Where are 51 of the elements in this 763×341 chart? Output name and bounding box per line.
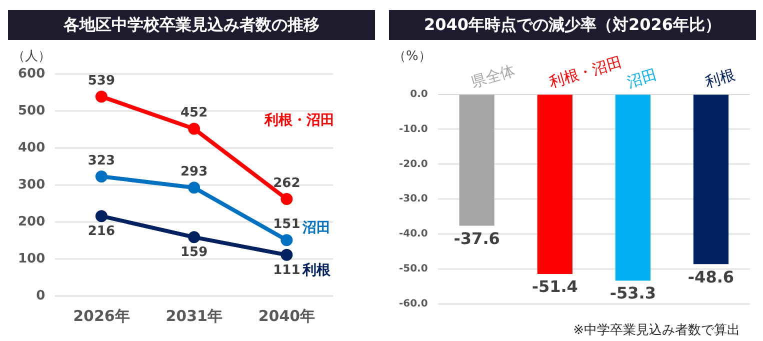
y-tick-label: 0: [36, 288, 46, 304]
series-label: 沼田: [302, 220, 331, 236]
data-label: 539: [88, 73, 116, 88]
point: [188, 182, 200, 194]
x-tick-label: 県全体: [468, 61, 518, 92]
y-axis-title: （%）: [393, 48, 432, 64]
point: [95, 90, 108, 103]
data-label: 159: [180, 245, 208, 260]
chart-title: 2040年時点での減少率（対2026年比）: [389, 10, 756, 40]
data-label: 216: [88, 224, 116, 239]
data-label: -53.3: [610, 284, 656, 303]
point: [188, 231, 200, 244]
x-tick-label: 2040年: [258, 306, 316, 325]
data-label: 151: [273, 217, 300, 232]
point: [95, 210, 108, 222]
point: [280, 193, 293, 206]
series-label: 利根: [302, 262, 332, 279]
point: [188, 122, 200, 135]
data-label: 452: [180, 106, 208, 121]
point: [280, 234, 293, 246]
data-label: 293: [180, 164, 208, 180]
x-tick-label: 2026年: [73, 306, 130, 325]
y-tick-label: -30.0: [398, 194, 428, 205]
y-tick-label: 400: [18, 140, 46, 156]
data-label: -51.4: [532, 277, 578, 296]
text: 利根・沼田: [264, 112, 335, 129]
chart-title: 各地区中学校卒業見込み者数の推移: [8, 10, 375, 40]
y-tick-label: 100: [18, 251, 46, 266]
data-label: 262: [273, 176, 300, 191]
x-tick-label: 沼田: [625, 66, 659, 92]
data-label: 323: [88, 153, 116, 168]
x-tick-label: 利根・沼田: [547, 52, 624, 92]
y-tick-label: 200: [18, 214, 46, 230]
data-label: -48.6: [688, 267, 734, 286]
data-label: 111: [273, 262, 300, 278]
y-tick-label: 300: [18, 177, 46, 192]
y-tick-label: -40.0: [398, 228, 428, 240]
y-tick-label: 0.0: [410, 88, 428, 100]
point: [280, 248, 293, 261]
y-tick-label: -10.0: [398, 124, 428, 135]
y-tick-label: -50.0: [398, 264, 428, 275]
y-axis-title: （人）: [12, 48, 51, 64]
y-tick-label: -60.0: [398, 298, 428, 310]
x-tick-label: 利根: [703, 66, 737, 92]
point: [95, 170, 108, 182]
y-tick-label: 600: [18, 66, 46, 82]
y-tick-label: -20.0: [398, 158, 428, 170]
x-tick-label: 2031年: [166, 306, 222, 325]
text: ※中学卒業見込み者数で算出: [573, 322, 740, 339]
data-label: -37.6: [454, 228, 500, 248]
y-tick-label: 500: [18, 103, 46, 118]
